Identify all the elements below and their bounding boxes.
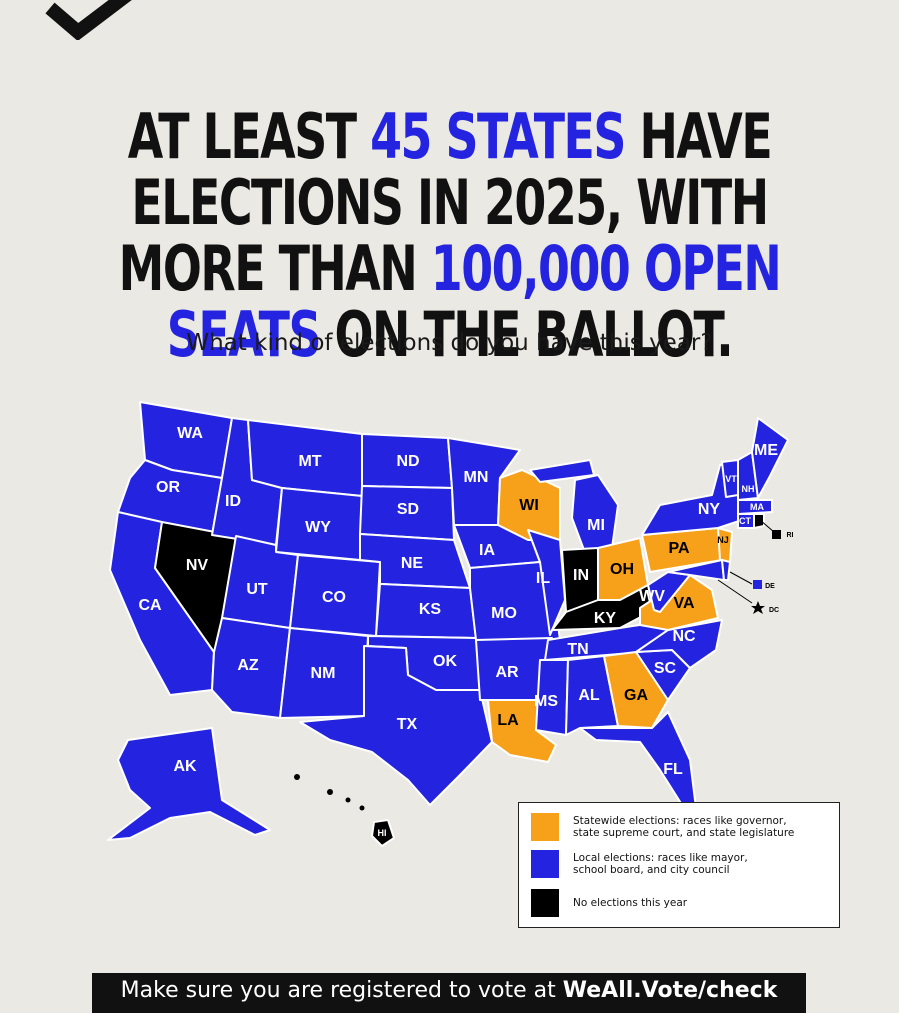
label-la: LA [497,712,519,729]
dc-star-icon [751,601,765,614]
label-wv: WV [639,588,665,605]
legend-item-local: Local elections: races like mayor, schoo… [531,850,748,878]
label-mi: MI [587,517,605,534]
footer-text: Make sure you are registered to vote at [120,978,563,1003]
headline: AT LEAST 45 STATES HAVE ELECTIONS IN 202… [118,100,782,371]
label-nv: NV [186,557,209,574]
label-ak: AK [173,758,197,775]
state-me [751,417,789,499]
state-de [721,559,731,581]
legend-item-none: No elections this year [531,889,687,917]
label-sd: SD [397,501,419,518]
label-nj: NJ [717,535,729,545]
label-mo: MO [491,605,517,622]
label-ny: NY [698,501,721,518]
label-ms: MS [534,693,558,710]
state-ga [603,651,669,729]
label-ga: GA [624,687,648,704]
legend-swatch-statewide [531,813,559,841]
label-ut: UT [246,581,268,598]
headline-highlight-states: 45 STATES [370,100,626,173]
label-in: IN [573,567,589,584]
label-wy: WY [305,519,331,536]
label-az: AZ [237,657,259,674]
label-mt: MT [298,453,321,470]
state-hi [371,819,395,847]
state-ma [737,499,773,515]
hawaii-island-2 [327,789,333,795]
state-nj [717,527,733,563]
label-ia: IA [479,542,495,559]
us-election-map: RI DE DC WA OR CA NV ID MT WY UT CO AZ N… [107,401,794,847]
ri-marker [772,530,781,539]
label-sc: SC [654,660,677,677]
label-wa: WA [177,425,203,442]
label-tn: TN [567,641,588,658]
footer-banner: Make sure you are registered to vote at … [92,973,806,1013]
subtitle: What kind of elections do you have this … [186,330,713,356]
label-ks: KS [419,601,442,618]
legend-swatch-none [531,889,559,917]
label-nd: ND [396,453,419,470]
label-ct: CT [739,516,751,526]
label-ok: OK [433,653,457,670]
label-ar: AR [495,664,519,681]
registration-link[interactable]: WeAll.Vote/check [562,978,778,1003]
state-ak [107,727,271,841]
label-ne: NE [401,555,424,572]
label-ky: KY [594,610,617,627]
label-ma: MA [750,502,764,512]
label-nm: NM [311,665,336,682]
label-pa: PA [668,540,689,557]
label-mn: MN [464,469,489,486]
hawaii-island-1 [294,774,300,780]
label-nc: NC [672,628,696,645]
label-fl: FL [663,761,683,778]
label-va: VA [673,595,694,612]
label-al: AL [578,687,600,704]
label-il: IL [536,570,550,587]
hawaii-island-4 [359,805,365,811]
legend-swatch-local [531,850,559,878]
map-legend: Statewide elections: races like governor… [518,802,840,928]
legend-label-none: No elections this year [573,897,688,909]
label-dc: DC [769,607,779,614]
legend-label-local: Local elections: races like mayor, schoo… [573,852,748,876]
label-nh: NH [742,484,755,494]
label-tx: TX [397,716,418,733]
state-ri [753,513,765,529]
label-co: CO [322,589,346,606]
state-il [527,529,566,636]
state-ky [551,584,655,631]
label-oh: OH [610,561,634,578]
label-wi: WI [519,497,539,514]
label-hi: HI [378,828,387,838]
state-wv [647,571,691,613]
label-or: OR [156,479,180,496]
label-vt: VT [725,474,737,484]
state-tx [299,645,493,806]
legend-label-statewide: Statewide elections: races like governor… [573,815,795,839]
hawaii-island-3 [345,797,351,803]
headline-highlight-seats: 100,000 OPEN SEATS [166,232,782,371]
label-id: ID [225,493,241,510]
checkmark-icon [45,0,132,40]
state-nc [635,619,723,669]
de-marker [753,580,762,589]
legend-item-statewide: Statewide elections: races like governor… [531,813,794,841]
label-me: ME [754,442,778,459]
label-de: DE [765,583,775,590]
label-ri: RI [787,532,794,539]
label-ca: CA [138,597,162,614]
